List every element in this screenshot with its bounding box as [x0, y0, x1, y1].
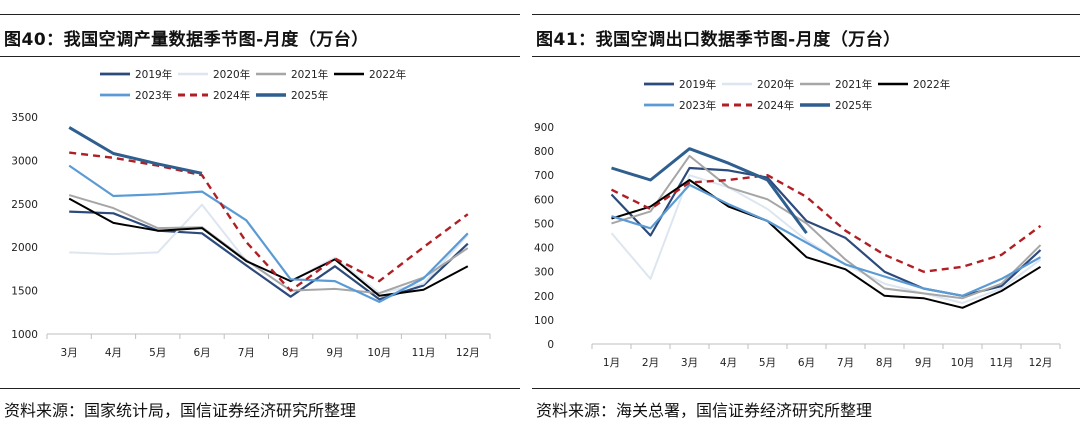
top-rule	[532, 14, 1080, 15]
legend-item: 2024年	[178, 89, 250, 102]
series-line	[68, 126, 203, 175]
x-tick-label: 3月	[681, 357, 698, 369]
legend-label: 2021年	[291, 68, 328, 81]
x-tick-label: 9月	[915, 357, 932, 369]
y-tick-label: 700	[534, 170, 554, 182]
legend-item: 2022年	[334, 68, 406, 81]
export-chart: 2019年 2020年 2021年 2022年 2023年 2024年 2025年 0 100 2…	[534, 78, 1061, 369]
y-tick-label: 1500	[11, 286, 38, 298]
legend-label: 2023年	[679, 99, 716, 112]
legend-label: 2021年	[835, 78, 872, 91]
x-tick-label: 8月	[876, 357, 893, 369]
y-tick-label: 2500	[11, 199, 38, 211]
legend-label: 2025年	[291, 89, 328, 102]
legend-label: 2019年	[135, 68, 172, 81]
series-line	[611, 147, 808, 234]
legend-item: 2021年	[800, 78, 872, 91]
legend-item: 2020年	[178, 68, 250, 81]
x-tick-label: 3月	[61, 347, 78, 359]
y-tick-label: 500	[534, 218, 554, 230]
legend-item: 2022年	[878, 78, 950, 91]
legend-item: 2025年	[256, 89, 328, 102]
x-tick-label: 10月	[367, 347, 391, 359]
legend-label: 2025年	[835, 99, 872, 112]
y-tick-label: 300	[534, 267, 554, 279]
x-tick-label: 8月	[282, 347, 299, 359]
source-note: 资料来源：国家统计局，国信证券经济研究所整理	[4, 401, 357, 420]
x-tick-label: 1月	[603, 357, 620, 369]
legend-label: 2022年	[369, 68, 406, 81]
series-line	[69, 151, 469, 292]
series-line	[611, 154, 1042, 300]
x-tick-label: 12月	[456, 347, 480, 359]
x-tick-label: 12月	[1029, 357, 1053, 369]
series-line	[610, 166, 1042, 297]
y-tick-label: 800	[534, 146, 554, 158]
x-tick-label: 5月	[759, 357, 776, 369]
series-line	[611, 183, 1042, 297]
x-tick-label: 11月	[990, 357, 1014, 369]
chart-title: 图41：我国空调出口数据季节图-月度（万台）	[536, 30, 901, 50]
series-line	[68, 194, 469, 295]
legend-item: 2024年	[722, 99, 794, 112]
x-tick-label: 2月	[642, 357, 659, 369]
y-tick-label: 0	[547, 339, 554, 351]
legend-label: 2022年	[913, 78, 950, 91]
series-line	[68, 197, 469, 297]
series-line	[68, 164, 469, 303]
legend-item: 2023年	[644, 99, 716, 112]
panel-export: 图41：我国空调出口数据季节图-月度（万台） 2019年 2020年 2021年 20…	[532, 0, 1080, 426]
y-tick-label: 200	[534, 291, 554, 303]
bottom-rule	[532, 388, 1080, 389]
y-tick-label: 600	[534, 194, 554, 206]
legend-label: 2019年	[679, 78, 716, 91]
legend-label: 2020年	[757, 78, 794, 91]
top-rule	[0, 14, 520, 15]
x-tick-label: 6月	[798, 357, 815, 369]
legend-item: 2019年	[100, 68, 172, 81]
panel-production: 图40：我国空调产量数据季节图-月度（万台） 2019年 2020年 2021年 20…	[0, 0, 520, 426]
x-tick-label: 7月	[238, 347, 255, 359]
title-rule	[0, 56, 520, 57]
y-tick-label: 900	[534, 122, 554, 134]
chart-title: 图40：我国空调产量数据季节图-月度（万台）	[4, 30, 369, 50]
bottom-rule	[0, 388, 520, 389]
legend-item: 2020年	[722, 78, 794, 91]
x-tick-label: 7月	[837, 357, 854, 369]
x-tick-label: 5月	[149, 347, 166, 359]
source-note: 资料来源：海关总署，国信证券经济研究所整理	[536, 401, 873, 420]
legend-label: 2023年	[135, 89, 172, 102]
x-tick-label: 11月	[412, 347, 436, 359]
legend-item: 2025年	[800, 99, 872, 112]
x-tick-label: 10月	[951, 357, 975, 369]
y-tick-label: 1000	[11, 329, 38, 341]
y-tick-label: 3500	[11, 112, 38, 124]
y-tick-label: 400	[534, 243, 554, 255]
legend-item: 2021年	[256, 68, 328, 81]
legend-label: 2024年	[757, 99, 794, 112]
x-tick-label: 4月	[720, 357, 737, 369]
x-tick-label: 4月	[105, 347, 122, 359]
legend-label: 2020年	[213, 68, 250, 81]
series-line	[611, 179, 1042, 309]
series-line	[610, 174, 1042, 304]
y-tick-label: 100	[534, 315, 554, 327]
y-tick-label: 3000	[11, 155, 38, 167]
series-line	[610, 174, 1042, 273]
legend-label: 2024年	[213, 89, 250, 102]
production-chart: 2019年 2020年 2021年 2022年 2023年 2024年 2025年 1000 1…	[11, 68, 491, 359]
legend-item: 2023年	[100, 89, 172, 102]
legend-item: 2019年	[644, 78, 716, 91]
y-tick-label: 2000	[11, 242, 38, 254]
title-rule	[532, 56, 1080, 57]
x-tick-label: 9月	[326, 347, 343, 359]
x-tick-label: 6月	[193, 347, 210, 359]
